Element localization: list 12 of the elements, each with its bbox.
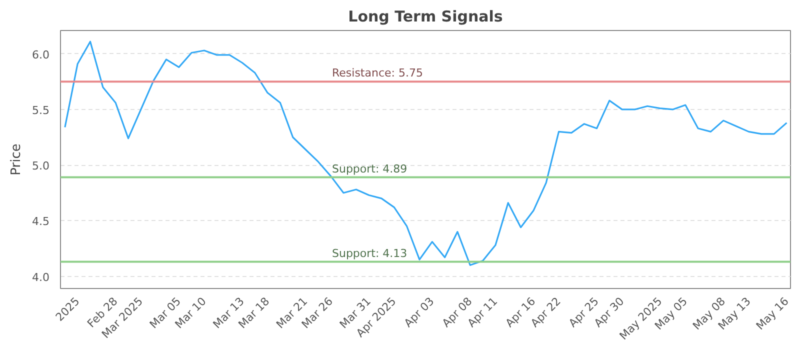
- ref-line-label: Support: 4.89: [332, 162, 408, 176]
- x-tick-label: Apr 03: [402, 294, 437, 330]
- chart-title: Long Term Signals: [348, 8, 503, 26]
- y-tick-label: 4.0: [32, 270, 50, 284]
- ref-line-label: Support: 4.13: [332, 246, 408, 260]
- y-tick-label: 4.5: [32, 215, 50, 228]
- y-tick-label: 5.5: [32, 104, 50, 117]
- line-series: [64, 40, 788, 266]
- ref-line-label: Resistance: 5.75: [332, 66, 423, 80]
- y-tick-label: 6.0: [32, 48, 50, 62]
- y-axis-title: Price: [9, 144, 24, 176]
- y-tick-label: 5.0: [32, 160, 50, 173]
